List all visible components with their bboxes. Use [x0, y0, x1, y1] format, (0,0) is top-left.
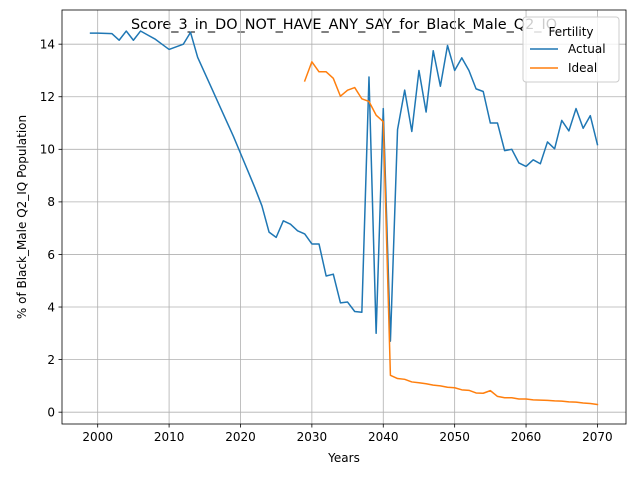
x-tick-label: 2050	[439, 430, 470, 444]
y-tick-label: 8	[47, 195, 55, 209]
series-line-actual	[89, 30, 599, 342]
x-axis-ticks: 2000 2010 2020 2030 2040 2050 2060 2070	[82, 424, 613, 444]
y-axis-label: % of Black_Male Q2_IQ Population	[15, 115, 29, 319]
y-tick-label: 6	[47, 248, 55, 262]
y-tick-label: 2	[47, 353, 55, 367]
y-tick-label: 12	[40, 90, 55, 104]
legend-label-actual: Actual	[568, 42, 606, 56]
x-axis-label: Years	[327, 451, 360, 465]
legend: Fertility Actual Ideal	[522, 16, 620, 83]
legend-label-ideal: Ideal	[568, 61, 597, 75]
legend-frame	[522, 16, 620, 83]
x-tick-label: 2010	[154, 430, 185, 444]
y-axis-ticks: 0 2 4 6 8 10 12 14	[40, 37, 62, 419]
series-layer	[89, 30, 599, 406]
y-tick-label: 4	[47, 300, 55, 314]
x-tick-label: 2060	[511, 430, 542, 444]
chart-title: Score_3_in_DO_NOT_HAVE_ANY_SAY_for_Black…	[131, 17, 557, 33]
x-tick-label: 2000	[82, 430, 113, 444]
x-tick-label: 2030	[297, 430, 328, 444]
grid-lines	[62, 10, 626, 424]
y-tick-label: 14	[40, 37, 55, 51]
series-line-ideal	[303, 61, 599, 406]
x-tick-label: 2020	[225, 430, 256, 444]
y-tick-label: 10	[40, 143, 55, 157]
legend-title: Fertility	[548, 25, 593, 39]
x-tick-label: 2040	[368, 430, 399, 444]
y-tick-label: 0	[47, 405, 55, 419]
x-tick-label: 2070	[582, 430, 613, 444]
plot-area-frame	[61, 9, 627, 425]
